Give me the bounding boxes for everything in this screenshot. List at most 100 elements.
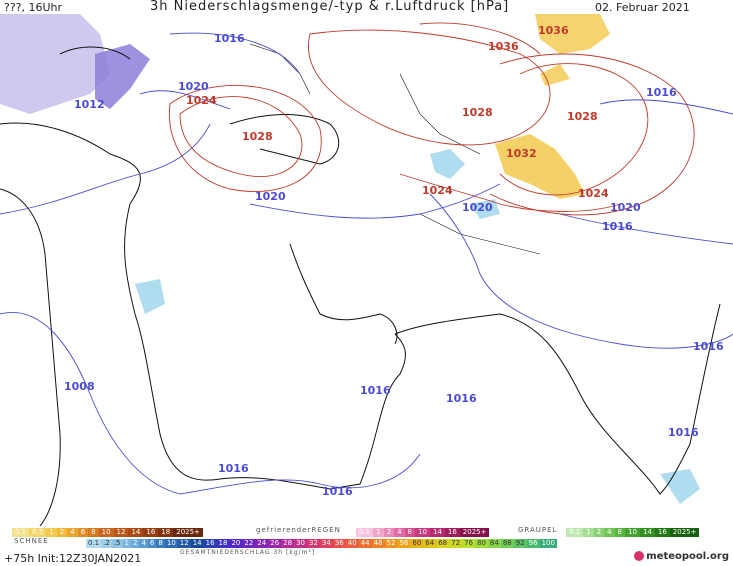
graupel-scale: 0.1 1 2 4 8 10 14 16 2025+ [566, 528, 700, 537]
total-step: 84 [487, 539, 501, 548]
total-step: 18 [216, 539, 230, 548]
snow-area-caucasus [95, 44, 150, 109]
rain-step: 2025+ [173, 528, 203, 537]
rain-step: 16 [143, 528, 159, 537]
isobar-1016-india [559, 213, 733, 245]
rain-step: 12 [113, 528, 129, 537]
brand-dot-icon [634, 551, 645, 561]
total-step: 26 [268, 539, 282, 548]
brand-logo[interactable]: meteopool.org [634, 551, 729, 562]
pressure-label: 1028 [462, 106, 493, 119]
total-precip-scale: 0.1 .2 .5 1 2 4 6 8 10 12 14 16 18 20 22… [86, 539, 557, 548]
pressure-label: 1020 [178, 80, 209, 93]
total-step: 22 [242, 539, 256, 548]
border-1 [249, 43, 311, 95]
isobar-1016-north [169, 32, 301, 75]
freezing-rain-label: gefrierenderREGEN [256, 526, 341, 534]
pressure-label: 1016 [668, 426, 699, 439]
precipitation-areas [0, 14, 700, 504]
isobar-1020-central [249, 183, 501, 219]
rain-area-himalaya [495, 134, 585, 199]
pressure-label: 1024 [186, 94, 217, 107]
pressure-label: 1016 [646, 86, 677, 99]
freezing-step: 2025+ [459, 528, 490, 537]
pressure-label: 1028 [242, 130, 273, 143]
total-step: 76 [462, 539, 475, 548]
rain-scale: 0.1 0.5 1 2 4 6 8 10 12 14 16 18 2025+ [12, 528, 203, 537]
border-3 [419, 213, 541, 255]
drizzle-area-2 [470, 199, 500, 219]
graupel-step: 4 [604, 528, 615, 537]
total-step: 32 [307, 539, 320, 548]
pressure-labels: 1016 1012 1020 1024 1028 1020 1036 1036 … [64, 24, 724, 498]
rain-step: 0.5 [29, 528, 47, 537]
pressure-label: 1028 [567, 110, 598, 123]
freezing-rain-scale: 0.1 1 2 4 8 10 14 16 2025+ [356, 528, 490, 537]
total-step: 60 [410, 539, 424, 548]
arabia-coast-west [0, 122, 406, 490]
drizzle-area-1 [430, 149, 465, 179]
drizzle-area-4 [660, 469, 700, 504]
rain-step: 1 [46, 528, 57, 537]
total-precip-label: GESAMTNIEDERSCHLAG 3h [kg/m²] [180, 549, 316, 556]
pressure-label: 1016 [693, 340, 724, 353]
caspian-coast [229, 114, 340, 165]
isobar-1020-north [139, 90, 231, 110]
freezing-step: 8 [404, 528, 416, 537]
border-2 [399, 73, 481, 155]
graupel-step: 0.1 [566, 528, 584, 537]
forecast-date: 02. Februar 2021 [595, 1, 690, 14]
isobar-1036 [419, 22, 541, 55]
pressure-label: 1036 [488, 40, 519, 53]
arabian-gulf-coast [289, 243, 398, 345]
map-title: 3h Niederschlagsmenge/-typ & r.Luftdruck… [150, 0, 510, 14]
freezing-step: 4 [394, 528, 405, 537]
pressure-label: 1024 [578, 187, 609, 200]
snow-label: SCHNEE [14, 537, 49, 545]
total-step: .5 [111, 539, 123, 548]
isobar-1016-east [599, 99, 733, 115]
rain-step: 2 [56, 528, 68, 537]
rain-step: 8 [88, 528, 99, 537]
low-pressure-isobars [0, 32, 733, 495]
total-step: 100 [539, 539, 557, 548]
graupel-label: GRAUPEL [518, 526, 558, 534]
isobar-1016-central [429, 193, 733, 349]
total-step: 24 [255, 539, 269, 548]
total-step: 56 [397, 539, 411, 548]
freezing-step: 2 [383, 528, 395, 537]
high-pressure-isobars [168, 22, 695, 216]
isobar-1016-west [0, 123, 211, 215]
rain-step: 10 [98, 528, 114, 537]
black-sea-coast [59, 46, 131, 60]
pressure-label: 1016 [446, 392, 477, 405]
total-step: 48 [371, 539, 385, 548]
total-step: 1 [122, 539, 131, 548]
total-step: 12 [177, 539, 191, 548]
pressure-label: 1036 [538, 24, 569, 37]
isobar-1024-south [399, 173, 621, 212]
isobar-1028-east [489, 53, 695, 216]
coastlines [0, 43, 721, 526]
africa-coast [0, 188, 61, 526]
freezing-step: 1 [373, 528, 384, 537]
drizzle-area-3 [135, 279, 165, 314]
pressure-label: 1016 [218, 462, 249, 475]
init-time: +75h Init:12Z30JAN2021 [4, 552, 142, 565]
freezing-step: 14 [429, 528, 445, 537]
total-step: 2 [130, 539, 140, 548]
graupel-step: 16 [654, 528, 670, 537]
freezing-step: 16 [444, 528, 460, 537]
pressure-label: 1020 [462, 201, 493, 214]
pressure-label: 1024 [422, 184, 453, 197]
isobar-1032 [499, 63, 649, 196]
graupel-step: 2 [593, 528, 605, 537]
total-step: 20 [229, 539, 243, 548]
total-step: 92 [513, 539, 527, 548]
pressure-precip-map: 1016 1012 1020 1024 1028 1020 1036 1036 … [0, 14, 733, 526]
graupel-step: 10 [625, 528, 640, 537]
rain-step: 14 [128, 528, 144, 537]
total-step: 30 [294, 539, 307, 548]
pressure-label: 1020 [255, 190, 286, 203]
pressure-label: 1008 [64, 380, 95, 393]
